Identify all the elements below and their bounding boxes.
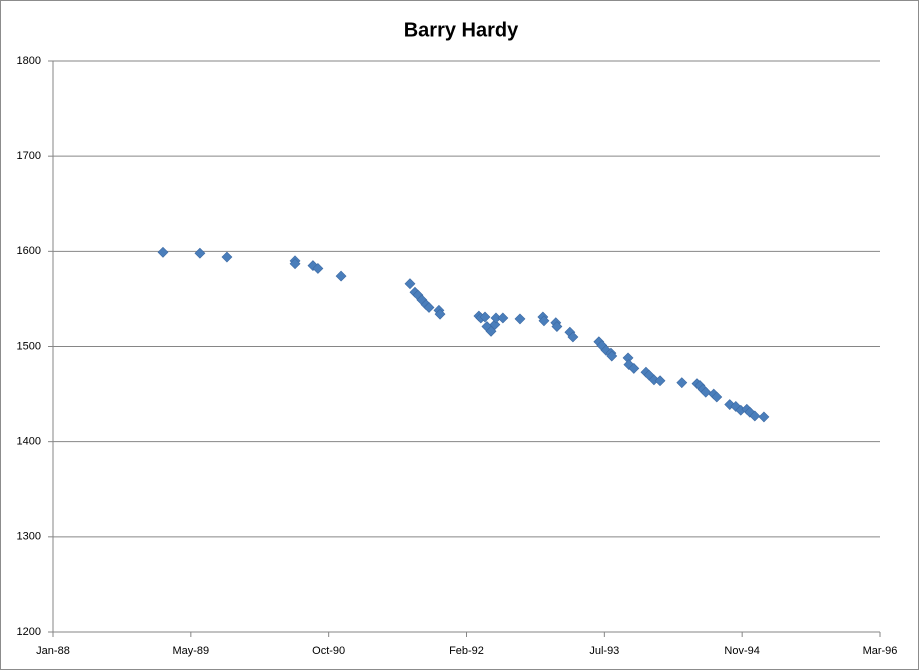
data-point	[194, 247, 206, 259]
data-point	[489, 319, 501, 331]
data-point	[434, 308, 446, 320]
x-tick-label: Jul-93	[589, 645, 619, 657]
data-point	[335, 270, 347, 282]
data-point	[700, 386, 712, 398]
x-tick-label: Jan-88	[36, 645, 70, 657]
data-point	[676, 377, 688, 389]
data-point	[289, 258, 301, 270]
data-point	[497, 312, 509, 324]
chart-title: Barry Hardy	[404, 19, 519, 41]
y-tick-label: 1300	[17, 531, 41, 543]
data-point	[479, 311, 491, 323]
data-point	[157, 246, 169, 258]
y-tick-label: 1700	[17, 150, 41, 162]
y-tick-label: 1500	[17, 340, 41, 352]
data-point	[758, 411, 770, 423]
x-tick-label: Nov-94	[724, 645, 759, 657]
x-tick-label: Mar-96	[863, 645, 898, 657]
y-tick-label: 1600	[17, 245, 41, 257]
data-point	[404, 278, 416, 290]
y-tick-label: 1200	[17, 626, 41, 638]
y-tick-label: 1400	[17, 436, 41, 448]
data-point	[654, 375, 666, 387]
x-tick-label: May-89	[172, 645, 209, 657]
data-point	[567, 331, 579, 343]
data-point	[538, 315, 550, 327]
data-point	[312, 263, 324, 274]
data-point	[551, 321, 563, 332]
data-point	[749, 410, 761, 422]
x-tick-label: Feb-92	[449, 645, 484, 657]
data-point	[485, 325, 497, 337]
data-point	[221, 251, 233, 263]
data-point	[606, 350, 618, 362]
y-tick-label: 1800	[17, 55, 41, 67]
data-point	[711, 391, 723, 403]
data-point	[514, 313, 526, 325]
x-tick-label: Oct-90	[312, 645, 345, 657]
data-point	[423, 302, 435, 313]
data-point	[628, 362, 640, 374]
